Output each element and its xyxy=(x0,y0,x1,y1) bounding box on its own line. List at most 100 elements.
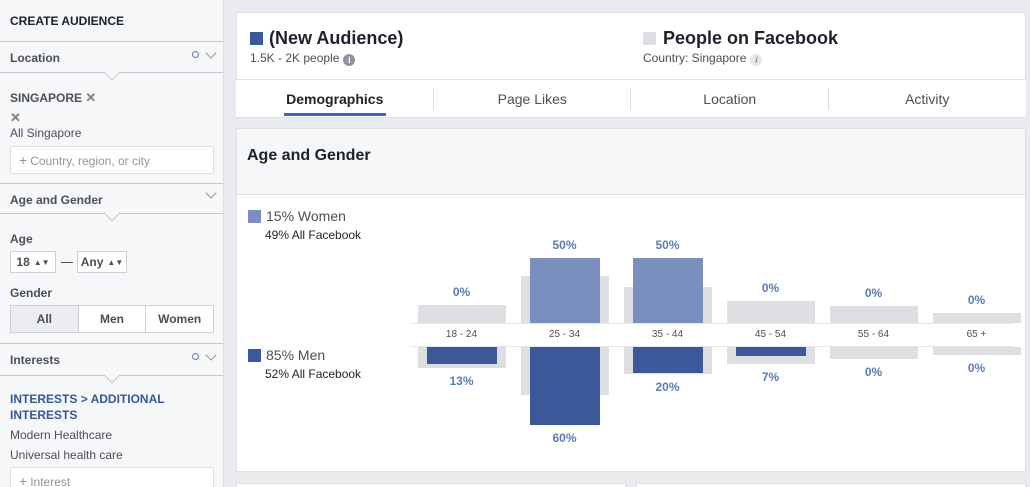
interests-controls xyxy=(192,348,217,361)
women-bar xyxy=(632,258,703,323)
location-search-input[interactable]: + Country, region, or city xyxy=(10,146,214,174)
audience-name: (New Audience) xyxy=(269,28,404,48)
divider xyxy=(0,41,223,42)
next-card xyxy=(236,483,626,487)
updown-icon: ▲▼ xyxy=(107,257,124,267)
interests-header[interactable]: Interests xyxy=(10,353,61,367)
location-header[interactable]: Location xyxy=(10,51,60,65)
comparison-name: People on Facebook xyxy=(663,28,839,48)
tab-page-likes[interactable]: Page Likes xyxy=(434,80,632,117)
baseline-men-bar xyxy=(829,347,918,359)
age-axis-band xyxy=(410,323,1014,347)
tab-activity[interactable]: Activity xyxy=(905,90,950,107)
interest-item: Universal health care xyxy=(10,448,123,462)
age-bucket-label: 25 - 34 xyxy=(548,329,581,340)
age-gender-chart: 0% 13% 18 - 24 50% 60% 25 - 34 50% 20% 35 - 44 0%… xyxy=(400,215,1021,465)
gender-women-button[interactable]: Women xyxy=(158,312,202,326)
next-card xyxy=(636,483,1026,487)
chevron-down-icon[interactable] xyxy=(205,348,217,361)
age-gender-controls xyxy=(205,187,217,199)
tab-demographics[interactable]: Demographics xyxy=(236,80,434,117)
women-pct-label: 50% xyxy=(655,238,680,252)
age-range-dash xyxy=(61,262,73,263)
men-bar xyxy=(735,347,806,357)
tab-location[interactable]: Location xyxy=(631,80,829,117)
remove-icon-row: ✕ xyxy=(10,110,21,126)
baseline-women-bar xyxy=(726,300,815,323)
men-bar xyxy=(632,347,703,373)
comparison-color-swatch xyxy=(643,32,656,45)
age-max-value: Any xyxy=(80,255,104,269)
chevron-down-icon[interactable] xyxy=(205,187,217,199)
section-notch xyxy=(103,366,121,384)
men-pct-label: 20% xyxy=(655,380,680,395)
gender-label: Gender xyxy=(10,286,53,300)
close-icon[interactable]: ✕ xyxy=(10,110,21,125)
interest-placeholder: Interest xyxy=(30,475,71,487)
age-label: Age xyxy=(10,232,33,246)
insights-tabs: Demographics Page Likes Location Activit… xyxy=(236,79,1026,117)
gender-selector: All Men Women xyxy=(10,305,214,333)
age-max-select[interactable]: Any ▲▼ xyxy=(77,251,127,273)
create-audience-sidebar: CREATE AUDIENCE Location SINGAPORE ✕ ✕ A… xyxy=(0,0,224,487)
age-min-select[interactable]: 18 ▲▼ xyxy=(10,251,56,273)
info-icon[interactable]: i xyxy=(343,54,356,66)
divider xyxy=(0,183,223,184)
comparison-country-text: Country: Singapore xyxy=(643,51,747,65)
women-pct-label: 0% xyxy=(452,284,471,299)
women-bar xyxy=(529,258,600,323)
interests-breadcrumb[interactable]: INTERESTS > ADDITIONAL INTERESTS xyxy=(10,391,210,423)
section-notch xyxy=(103,63,121,81)
gender-all-button[interactable]: All xyxy=(11,306,79,332)
comparison-country: Country: Singapore i xyxy=(643,51,763,66)
info-icon[interactable]: i xyxy=(750,54,763,66)
divider xyxy=(0,343,223,344)
age-gender-header[interactable]: Age and Gender xyxy=(10,193,103,207)
info-dot-icon[interactable] xyxy=(192,51,199,58)
women-pct-label: 50% xyxy=(552,238,577,252)
plus-icon: + xyxy=(19,473,28,487)
location-tag-label: SINGAPORE xyxy=(10,91,83,105)
info-dot-icon[interactable] xyxy=(192,353,199,360)
remove-location-icon[interactable]: ✕ xyxy=(85,90,97,105)
age-bucket-label: 65 + xyxy=(966,329,987,340)
women-legend-label: 15% Women xyxy=(266,208,346,224)
baseline-men-bar xyxy=(932,347,1021,355)
baseline-women-bar xyxy=(932,312,1021,323)
women-legend-swatch xyxy=(248,210,261,223)
audience-color-swatch xyxy=(250,32,263,45)
age-bucket-label: 55 - 64 xyxy=(857,329,890,340)
audience-size-text: 1.5K - 2K people xyxy=(250,51,340,65)
section-title: Age and Gender xyxy=(247,147,371,164)
crumb-interests[interactable]: INTERESTS xyxy=(10,392,78,406)
location-placeholder: Country, region, or city xyxy=(30,154,151,168)
men-bar xyxy=(529,347,600,425)
men-bar xyxy=(426,347,497,364)
men-pct-label: 7% xyxy=(761,369,780,384)
age-bucket-label: 35 - 44 xyxy=(651,329,684,340)
baseline-women-bar xyxy=(829,306,918,323)
men-pct-label: 0% xyxy=(967,360,986,375)
interest-search-input[interactable]: + Interest xyxy=(10,467,214,487)
age-bucket-label: 18 - 24 xyxy=(445,329,478,340)
plus-icon: + xyxy=(19,152,28,168)
women-legend-baseline: 49% All Facebook xyxy=(265,228,362,242)
age-gender-section-header: Age and Gender xyxy=(237,129,1025,195)
gender-men-button[interactable]: Men xyxy=(79,306,147,332)
men-legend-baseline: 52% All Facebook xyxy=(265,367,362,381)
crumb-additional[interactable]: ADDITIONAL INTERESTS xyxy=(10,392,165,422)
age-min-value: 18 xyxy=(16,255,30,269)
location-scope: All Singapore xyxy=(10,126,82,140)
location-controls xyxy=(192,46,217,59)
men-pct-label: 13% xyxy=(449,373,474,388)
updown-icon: ▲▼ xyxy=(33,257,50,267)
sidebar-title: CREATE AUDIENCE xyxy=(10,14,125,28)
baseline-women-bar xyxy=(417,304,506,323)
crumb-separator: > xyxy=(80,392,88,406)
interest-item: Modern Healthcare xyxy=(10,428,113,442)
women-pct-label: 0% xyxy=(967,292,986,307)
men-legend-label: 85% Men xyxy=(266,347,326,363)
chevron-down-icon[interactable] xyxy=(205,46,217,59)
men-pct-label: 0% xyxy=(864,364,883,379)
women-pct-label: 0% xyxy=(761,280,780,295)
